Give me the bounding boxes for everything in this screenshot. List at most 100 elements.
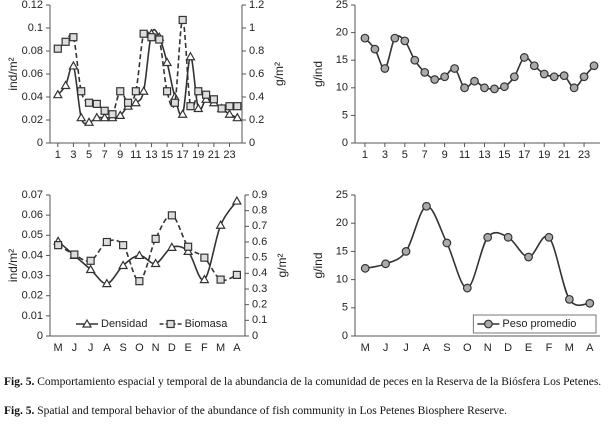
marker <box>462 283 472 293</box>
caption-label: Fig. 5. <box>4 376 35 388</box>
x-tick-label: 17 <box>518 149 530 161</box>
marker <box>91 112 102 122</box>
x-tick-label: 21 <box>208 149 220 161</box>
marker <box>123 98 133 107</box>
x-tick-label: 19 <box>192 149 204 161</box>
marker <box>68 60 79 70</box>
y2-tick-label: 0.4 <box>252 267 267 279</box>
y-tick-label: 0.02 <box>22 290 43 302</box>
y-tick-label: 0.06 <box>22 68 43 80</box>
marker <box>162 87 172 96</box>
marker <box>138 86 149 95</box>
marker <box>199 274 210 284</box>
x-tick-label: M <box>361 342 370 354</box>
y2-axis-label: g/m² <box>275 253 289 277</box>
marker <box>70 250 79 259</box>
marker <box>108 110 117 119</box>
x-tick-label: S <box>443 342 450 354</box>
x-tick-label: F <box>201 342 208 354</box>
marker <box>115 110 126 119</box>
marker <box>85 264 96 274</box>
y-tick-label: 25 <box>336 0 348 11</box>
x-tick-label: 21 <box>558 149 570 161</box>
x-tick-label: 23 <box>578 149 590 161</box>
x-tick-label: M <box>216 342 225 354</box>
y-tick-label: 0 <box>342 330 348 342</box>
marker <box>184 242 193 251</box>
y-tick-label: 0.08 <box>22 45 43 57</box>
marker <box>529 61 539 71</box>
y2-tick-label: 0.6 <box>249 68 264 80</box>
y2-axis-label: g/m² <box>272 62 286 86</box>
marker <box>422 201 431 211</box>
y-tick-label: 20 <box>336 217 348 229</box>
x-tick-label: E <box>525 342 532 354</box>
x-tick-label: A <box>233 342 241 354</box>
marker <box>549 72 559 82</box>
y-tick-label: 0.04 <box>22 249 43 261</box>
marker <box>166 242 177 251</box>
y-tick-label: 25 <box>336 189 348 201</box>
marker <box>232 112 243 122</box>
x-tick-label: 15 <box>498 149 510 161</box>
marker <box>480 83 489 93</box>
x-tick-label: 17 <box>177 149 189 161</box>
x-tick-label: 23 <box>223 149 235 161</box>
x-tick-label: 11 <box>459 149 470 161</box>
x-tick-label: A <box>423 342 431 354</box>
marker <box>519 53 529 62</box>
y2-tick-label: 0.9 <box>252 189 267 201</box>
marker <box>86 256 95 265</box>
marker <box>460 83 469 93</box>
y2-tick-label: 0.2 <box>249 114 264 126</box>
y2-tick-label: 0.8 <box>252 205 267 217</box>
y-tick-label: 10 <box>336 82 348 94</box>
marker <box>167 211 176 220</box>
y2-tick-label: 1.2 <box>249 0 264 11</box>
y-tick-label: 0.04 <box>22 91 43 103</box>
legend-box <box>472 314 597 334</box>
x-tick-label: 15 <box>161 149 173 161</box>
marker <box>60 80 71 90</box>
marker <box>400 36 410 46</box>
x-tick-label: 1 <box>55 149 61 161</box>
marker <box>118 260 129 270</box>
series-line <box>57 200 238 285</box>
marker <box>54 241 63 250</box>
y-tick-label: 0.06 <box>22 209 43 221</box>
charts: 0 0.02 0.04 0.06 0.08 0.1 0.12 ind/m² 0 0.2 0.4 0.6… <box>6 0 600 354</box>
marker <box>130 97 141 107</box>
y-axis-label: ind/m² <box>6 57 20 90</box>
marker <box>151 234 160 243</box>
x-tick-label: 19 <box>538 149 550 161</box>
legend-label: Densidad <box>101 318 147 330</box>
marker <box>99 112 110 122</box>
y-tick-label: 5 <box>342 109 348 121</box>
y-tick-label: 0.07 <box>22 189 43 201</box>
x-tick-label: 9 <box>117 149 123 161</box>
caption-text: Spatial and temporal behavior of the abu… <box>37 405 508 417</box>
x-tick-label: O <box>135 342 144 354</box>
marker <box>564 294 574 304</box>
marker <box>177 109 188 118</box>
y2-tick-label: 0.5 <box>252 252 267 264</box>
marker <box>150 258 161 268</box>
marker <box>102 237 111 247</box>
y-tick-label: 10 <box>336 274 348 286</box>
caption-es: Fig. 5. Comportamiento espacial y tempor… <box>4 375 610 389</box>
marker <box>194 87 203 96</box>
marker <box>92 99 101 109</box>
x-tick-label: 13 <box>478 149 490 161</box>
marker <box>217 104 226 113</box>
marker <box>53 44 62 53</box>
x-tick-label: A <box>586 342 594 354</box>
y-tick-label: 0 <box>342 137 348 149</box>
marker <box>200 253 209 262</box>
series-line <box>364 35 595 90</box>
marker <box>589 61 599 71</box>
x-tick-label: J <box>383 342 389 354</box>
y2-tick-label: 0.6 <box>252 236 267 248</box>
marker <box>77 87 86 96</box>
caption-text: Comportamiento espacial y temporal de la… <box>37 376 602 388</box>
